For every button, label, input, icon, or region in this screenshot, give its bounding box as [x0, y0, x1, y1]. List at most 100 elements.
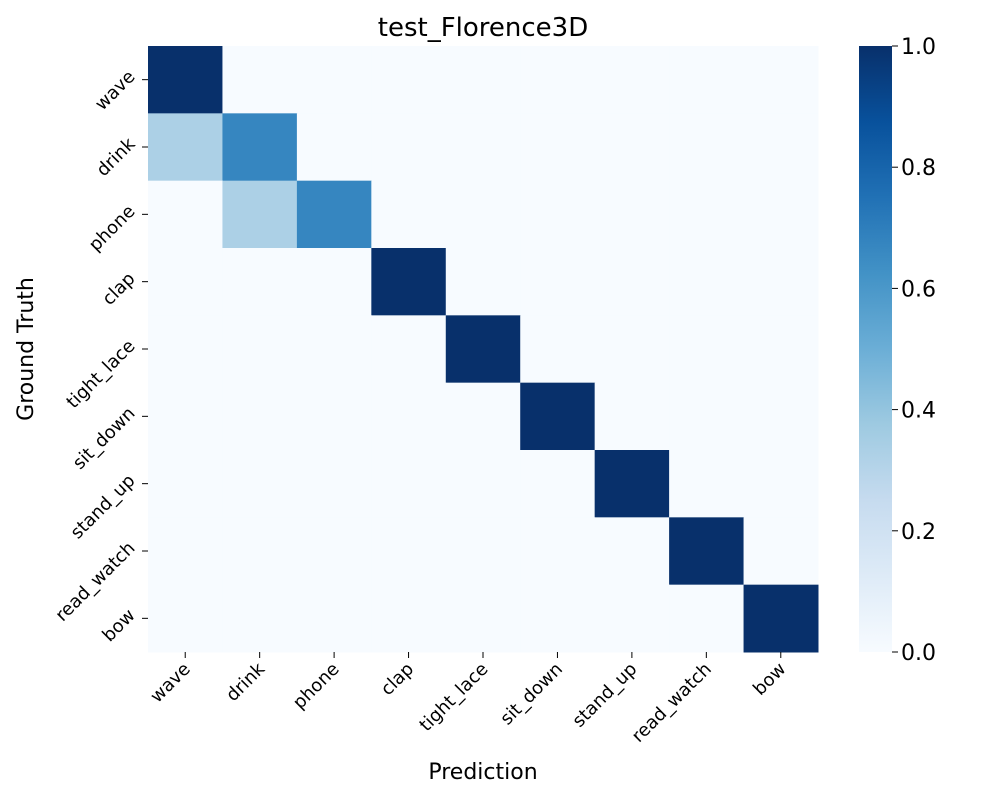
- heatmap-cell: [148, 315, 223, 384]
- heatmap-cell: [148, 113, 223, 182]
- heatmap-cell: [594, 584, 670, 653]
- heatmap-cell: [445, 382, 521, 451]
- colorbar-tick-label: 0.6: [901, 277, 936, 302]
- chart-title: test_Florence3D: [378, 13, 588, 43]
- heatmap-cell: [371, 248, 447, 316]
- heatmap-cell: [669, 46, 745, 114]
- x-tick-label: tight_lace: [415, 659, 492, 736]
- heatmap-cell: [445, 248, 521, 316]
- x-tick-label: sit_down: [496, 659, 567, 730]
- y-axis-label: Ground Truth: [14, 277, 39, 421]
- colorbar: [859, 46, 892, 652]
- colorbar-tick-label: 0.2: [901, 520, 936, 545]
- x-tick-label: stand_up: [568, 659, 641, 732]
- heatmap-cell: [520, 517, 596, 586]
- heatmap-cell: [445, 450, 521, 518]
- heatmap-cell: [743, 517, 819, 586]
- heatmap-cell: [669, 180, 745, 249]
- heatmap-cell: [520, 382, 596, 451]
- colorbar-tick-label: 0.0: [901, 641, 936, 666]
- heatmap-cell: [520, 450, 596, 518]
- heatmap-cell: [520, 248, 596, 316]
- heatmap-cell: [743, 450, 819, 518]
- heatmap-cell: [743, 315, 819, 384]
- heatmap-cell: [445, 517, 521, 586]
- y-axis-ticks: wave drink phone clap tight_lacesit_downstan…: [51, 66, 148, 646]
- heatmap-cell: [222, 248, 298, 316]
- heatmap-cell: [743, 180, 819, 249]
- heatmap-cell: [371, 315, 447, 384]
- heatmap-cell: [148, 46, 223, 114]
- y-tick-label: bow: [98, 605, 139, 646]
- heatmap-cell: [743, 46, 819, 114]
- heatmap-cell: [669, 315, 745, 384]
- y-tick-label: sit_down: [69, 403, 140, 474]
- y-tick-label: wave: [91, 66, 139, 114]
- heatmap-cell: [594, 113, 670, 182]
- y-tick-label: clap: [98, 268, 139, 309]
- colorbar-tick-label: 1.0: [901, 35, 936, 60]
- colorbar-ticks: 0.0 0.2 0.4 0.6 0.8 1.0: [892, 35, 936, 666]
- x-tick-label: phone: [289, 659, 344, 714]
- heatmap-cell: [148, 180, 223, 249]
- heatmap-cell: [594, 46, 670, 114]
- heatmap-cell: [371, 113, 447, 182]
- x-tick-label: clap: [377, 659, 418, 700]
- heatmap-cell: [148, 382, 223, 451]
- heatmap-cell: [445, 315, 521, 384]
- heatmap-cell: [669, 382, 745, 451]
- heatmap-cell: [669, 517, 745, 586]
- heatmap-cell: [594, 248, 670, 316]
- heatmap-cells: [148, 46, 819, 653]
- heatmap-cell: [148, 517, 223, 586]
- heatmap-cell: [445, 113, 521, 182]
- heatmap-cell: [296, 450, 372, 518]
- x-tick-label: bow: [749, 659, 790, 700]
- heatmap-cell: [371, 517, 447, 586]
- heatmap-cell: [296, 248, 372, 316]
- heatmap-cell: [594, 315, 670, 384]
- heatmap-cell: [594, 382, 670, 451]
- heatmap-cell: [222, 584, 298, 653]
- y-tick-label: tight_lace: [62, 336, 139, 413]
- x-tick-label: wave: [146, 659, 194, 707]
- x-axis-label: Prediction: [428, 760, 537, 785]
- heatmap-cell: [296, 584, 372, 653]
- heatmap-cell: [222, 315, 298, 384]
- heatmap-cell: [371, 46, 447, 114]
- heatmap-cell: [743, 584, 819, 653]
- heatmap-cell: [222, 46, 298, 114]
- heatmap-cell: [520, 113, 596, 182]
- heatmap-cell: [296, 315, 372, 384]
- heatmap-cell: [520, 180, 596, 249]
- colorbar-tick-label: 0.4: [901, 399, 936, 424]
- heatmap-cell: [296, 113, 372, 182]
- heatmap-cell: [296, 46, 372, 114]
- heatmap-cell: [594, 450, 670, 518]
- heatmap-cell: [445, 46, 521, 114]
- heatmap-cell: [222, 517, 298, 586]
- heatmap-cell: [669, 248, 745, 316]
- colorbar-tick-label: 0.8: [901, 156, 936, 181]
- heatmap-cell: [520, 46, 596, 114]
- heatmap-cell: [669, 450, 745, 518]
- heatmap-cell: [371, 382, 447, 451]
- heatmap-cell: [371, 180, 447, 249]
- heatmap-cell: [743, 248, 819, 316]
- heatmap-cell: [743, 113, 819, 182]
- x-tick-label: read_watch: [628, 659, 716, 747]
- heatmap-cell: [669, 584, 745, 653]
- heatmap-cell: [222, 113, 298, 182]
- heatmap-cell: [296, 382, 372, 451]
- heatmap-cell: [594, 180, 670, 249]
- heatmap-cell: [148, 248, 223, 316]
- heatmap-cell: [669, 113, 745, 182]
- x-tick-label: drink: [222, 658, 270, 706]
- heatmap-cell: [371, 584, 447, 653]
- heatmap-cell: [148, 584, 223, 653]
- heatmap-cell: [520, 315, 596, 384]
- y-tick-label: phone: [85, 201, 140, 256]
- heatmap-cell: [296, 180, 372, 249]
- heatmap-cell: [594, 517, 670, 586]
